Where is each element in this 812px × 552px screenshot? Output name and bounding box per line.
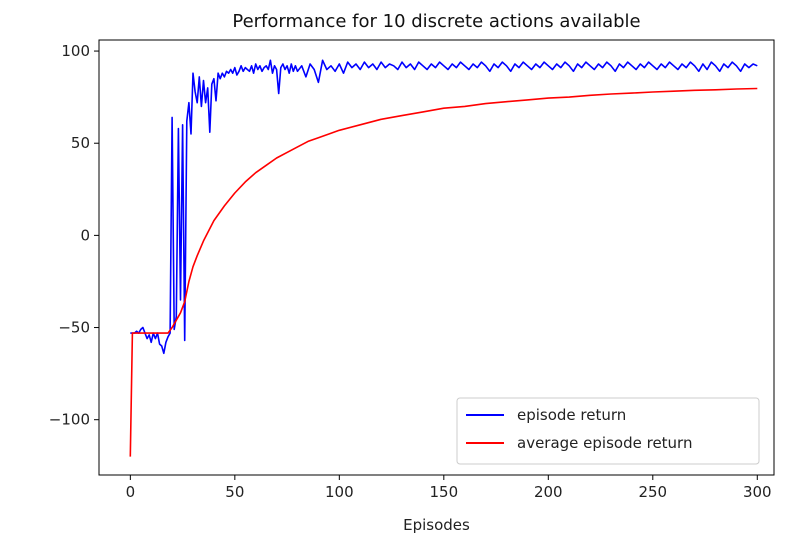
legend-label-average-episode-return: average episode return xyxy=(517,434,692,452)
x-tick-label: 150 xyxy=(429,483,458,501)
legend: episode return average episode return xyxy=(456,397,760,465)
plot-frame xyxy=(98,39,775,476)
y-tick-label: 100 xyxy=(61,42,90,60)
chart-title: Performance for 10 discrete actions avai… xyxy=(232,11,640,32)
y-tick-label: 0 xyxy=(80,226,90,244)
x-tick-label: 50 xyxy=(225,483,244,501)
x-tick-label: 100 xyxy=(325,483,354,501)
axis-ticks: 0 50 100 150 200 250 300 −100 −50 0 50 100 xyxy=(49,42,772,501)
x-axis-title: Episodes xyxy=(403,516,470,534)
x-tick-label: 200 xyxy=(534,483,563,501)
legend-box xyxy=(456,397,760,465)
plot-area xyxy=(129,59,758,457)
series-line-average-episode-return xyxy=(129,87,758,457)
x-tick-label: 0 xyxy=(126,483,136,501)
x-tick-label: 300 xyxy=(743,483,772,501)
y-tick-label: −50 xyxy=(58,319,90,337)
x-tick-label: 250 xyxy=(638,483,667,501)
legend-label-episode-return: episode return xyxy=(517,406,626,424)
series-line-episode-return xyxy=(130,59,758,355)
y-tick-label: −100 xyxy=(49,411,90,429)
y-tick-label: 50 xyxy=(71,134,90,152)
